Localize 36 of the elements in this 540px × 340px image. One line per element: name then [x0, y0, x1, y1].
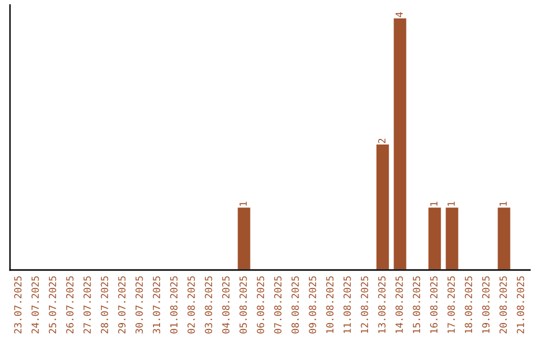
x-tick-label: 04.08.2025	[222, 276, 230, 334]
x-tick-label: 27.07.2025	[83, 276, 91, 334]
x-tick-label: 02.08.2025	[187, 276, 195, 334]
x-tick-label: 24.07.2025	[31, 276, 39, 334]
x-tick-label: 16.08.2025	[430, 276, 438, 333]
data-label: 1	[430, 202, 438, 206]
x-tick-label: 09.08.2025	[308, 276, 316, 334]
x-tick-label: 29.07.2025	[118, 276, 126, 334]
x-tick-label: 08.08.2025	[291, 276, 299, 334]
x-tick-label: 18.08.2025	[464, 276, 472, 333]
x-tick-label: 30.07.2025	[135, 276, 143, 334]
x-tick-label: 14.08.2025	[395, 276, 403, 333]
x-tick-label: 01.08.2025	[170, 276, 178, 334]
x-tick-label: 25.07.2025	[48, 276, 56, 334]
x-tick-label: 05.08.2025	[239, 276, 247, 334]
x-tick-label: 26.07.2025	[66, 276, 74, 334]
x-tick-label: 23.07.2025	[14, 276, 22, 334]
x-tick-label: 15.08.2025	[412, 276, 420, 333]
data-label: 1	[500, 202, 507, 206]
x-tick-label: 17.08.2025	[447, 276, 455, 333]
x-tick-label: 13.08.2025	[378, 276, 386, 333]
x-tick-label: 10.08.2025	[326, 276, 334, 333]
x-tick-label: 19.08.2025	[482, 276, 490, 333]
data-label: 4	[396, 12, 403, 18]
x-tick-label: 21.08.2025	[516, 276, 524, 334]
data-label: 1	[448, 202, 455, 206]
x-tick-label: 07.08.2025	[274, 276, 282, 334]
x-tick-label: 11.08.2025	[343, 276, 351, 333]
data-label: 2	[378, 138, 386, 144]
data-label: 1	[240, 202, 247, 206]
x-tick-label: 28.07.2025	[100, 276, 108, 334]
x-tick-label: 03.08.2025	[204, 276, 212, 334]
x-tick-label: 06.08.2025	[256, 276, 264, 334]
x-tick-label: 31.07.2025	[152, 276, 160, 334]
x-tick-label: 12.08.2025	[360, 276, 368, 333]
x-tick-label: 20.08.2025	[499, 276, 507, 334]
